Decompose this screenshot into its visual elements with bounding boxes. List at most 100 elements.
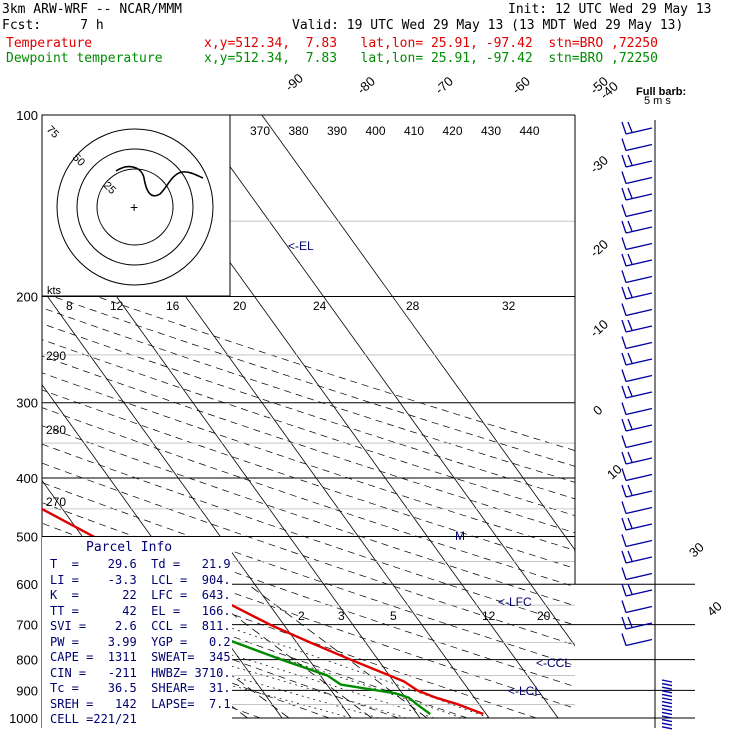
wind-barb [625, 638, 653, 647]
hodograph-ring [56, 128, 214, 286]
wind-barb-flag [621, 336, 627, 349]
wind-barb [625, 160, 653, 168]
isotherm-label: -60 [509, 74, 533, 98]
wind-barb-flag [627, 319, 633, 331]
pressure-tick-label: 800 [16, 653, 38, 668]
wind-barb [661, 718, 673, 723]
temperature-location-info: x,y=512.34, 7.83 lat,lon= 25.91, -97.42 … [204, 36, 658, 51]
wind-barb [661, 690, 673, 694]
wind-barb-flag [621, 352, 627, 366]
parcel-info-row: K = 22 LFC = 643. [50, 588, 231, 602]
wind-barb [661, 697, 673, 701]
wind-barb-flag [621, 616, 627, 630]
wind-barb [625, 572, 653, 581]
isotherm-label: -20 [587, 237, 611, 261]
temperature-line [42, 507, 484, 716]
wind-barb-flag [621, 484, 627, 498]
wind-barb [625, 490, 653, 498]
wind-barb [625, 473, 653, 482]
wind-barb-flag [621, 286, 627, 300]
wind-barb [661, 679, 673, 683]
level-marker-label: <-CCL [536, 656, 571, 670]
wind-barb [625, 325, 653, 333]
hodograph-unit: kts [47, 285, 62, 297]
wind-barb [625, 176, 653, 185]
barb-legend-title: Full barb: [636, 86, 686, 98]
parcel-info-row: SREH = 142 LAPSE= 7.1 [50, 696, 231, 711]
parcel-info-row: Tc = 36.5 SHEAR= 31. [50, 681, 231, 695]
isotherm-line [192, 115, 575, 647]
wind-barb [661, 722, 673, 726]
wind-barb-flag [627, 385, 633, 397]
wind-barb [661, 693, 673, 698]
isotherm-label: 40 [704, 598, 725, 619]
pressure-tick-label: 700 [16, 618, 38, 633]
parcel-info-row: CIN = -211 HWBZ= 3710. [50, 665, 231, 680]
hodograph-speed-label: 16 [166, 299, 180, 313]
wind-barb-flag [621, 369, 627, 382]
wind-barb-flag [621, 121, 627, 135]
wind-barb-flag [621, 600, 627, 613]
wind-barb-flag [621, 303, 627, 316]
left-theta-label: 270 [46, 495, 66, 509]
wind-barb-flag [621, 451, 627, 465]
wind-barb-flag [621, 418, 627, 432]
wind-barb-flag [627, 550, 633, 562]
wind-barb-flag [621, 534, 627, 547]
mixing-ratio-label: 2 [298, 609, 305, 623]
hodograph-ring [96, 168, 174, 246]
theta-label: 380 [289, 124, 309, 138]
wind-barb-flag [621, 187, 627, 201]
pressure-tick-label: 600 [16, 577, 38, 592]
parcel-info-row: CAPE = 1311 SWEAT= 345 [50, 650, 231, 664]
hodograph-speed-label: 12 [110, 299, 124, 313]
wind-barb-flag [621, 220, 627, 234]
parcel-info-row: TT = 42 EL = 166. [50, 603, 231, 618]
wind-barb [625, 143, 653, 152]
wind-barb [625, 209, 653, 218]
wind-barb [625, 341, 653, 350]
hodograph-speed-label: 28 [406, 299, 420, 313]
wind-barb [625, 358, 653, 366]
wind-barb-flag [627, 121, 633, 133]
wind-barb [625, 308, 653, 317]
dewpoint-line [42, 538, 431, 716]
pressure-tick-label: 900 [16, 683, 38, 698]
wind-barb-flag [621, 138, 627, 151]
hodograph-ring [76, 148, 194, 266]
pressure-tick-label: 100 [16, 108, 38, 123]
wind-barb [625, 193, 653, 201]
theta-label: 440 [520, 124, 540, 138]
wind-barb [625, 226, 653, 234]
mixing-ratio-label: 12 [482, 609, 496, 623]
wind-barb-flag [621, 270, 627, 283]
parcel-info-row: LI = -3.3 LCL = 904. [50, 572, 231, 587]
wind-barb-flag [621, 468, 627, 481]
hodograph-center-mark: + [130, 199, 138, 215]
wind-barb-flag [627, 418, 633, 430]
parcel-info-panel: Parcel Info T = 29.6 Td = 21.9 LI = -3.3 … [42, 536, 232, 729]
wind-barb-flag [627, 517, 633, 529]
wind-barb-flag [627, 187, 633, 199]
isotherm-label: -80 [354, 74, 378, 98]
wind-barb [625, 127, 653, 135]
init-time: Init: 12 UTC Wed 29 May 13 [508, 2, 712, 17]
wind-barb-flag [621, 435, 627, 448]
isotherm-line [261, 115, 575, 551]
mixing-ratio-label: 5 [390, 609, 397, 623]
wind-barb [661, 686, 673, 690]
pressure-tick-label: 1000 [9, 711, 38, 726]
wind-barb [625, 259, 653, 267]
wind-barb-flag [621, 633, 627, 646]
parcel-info-row: SVI = 2.6 CCL = 811. [50, 619, 231, 633]
left-theta-label: 280 [46, 423, 66, 437]
wind-barb [625, 605, 653, 614]
wind-barb [661, 726, 673, 730]
theta-label: 420 [443, 124, 463, 138]
dewpoint-legend-label: Dewpoint temperature [6, 51, 163, 66]
wind-barb-flag [627, 253, 633, 265]
isotherm-label: -10 [587, 317, 611, 341]
wind-barb-flag [621, 171, 627, 184]
hodograph-speed-label: 24 [313, 299, 327, 313]
isotherm-label: -90 [282, 71, 306, 95]
